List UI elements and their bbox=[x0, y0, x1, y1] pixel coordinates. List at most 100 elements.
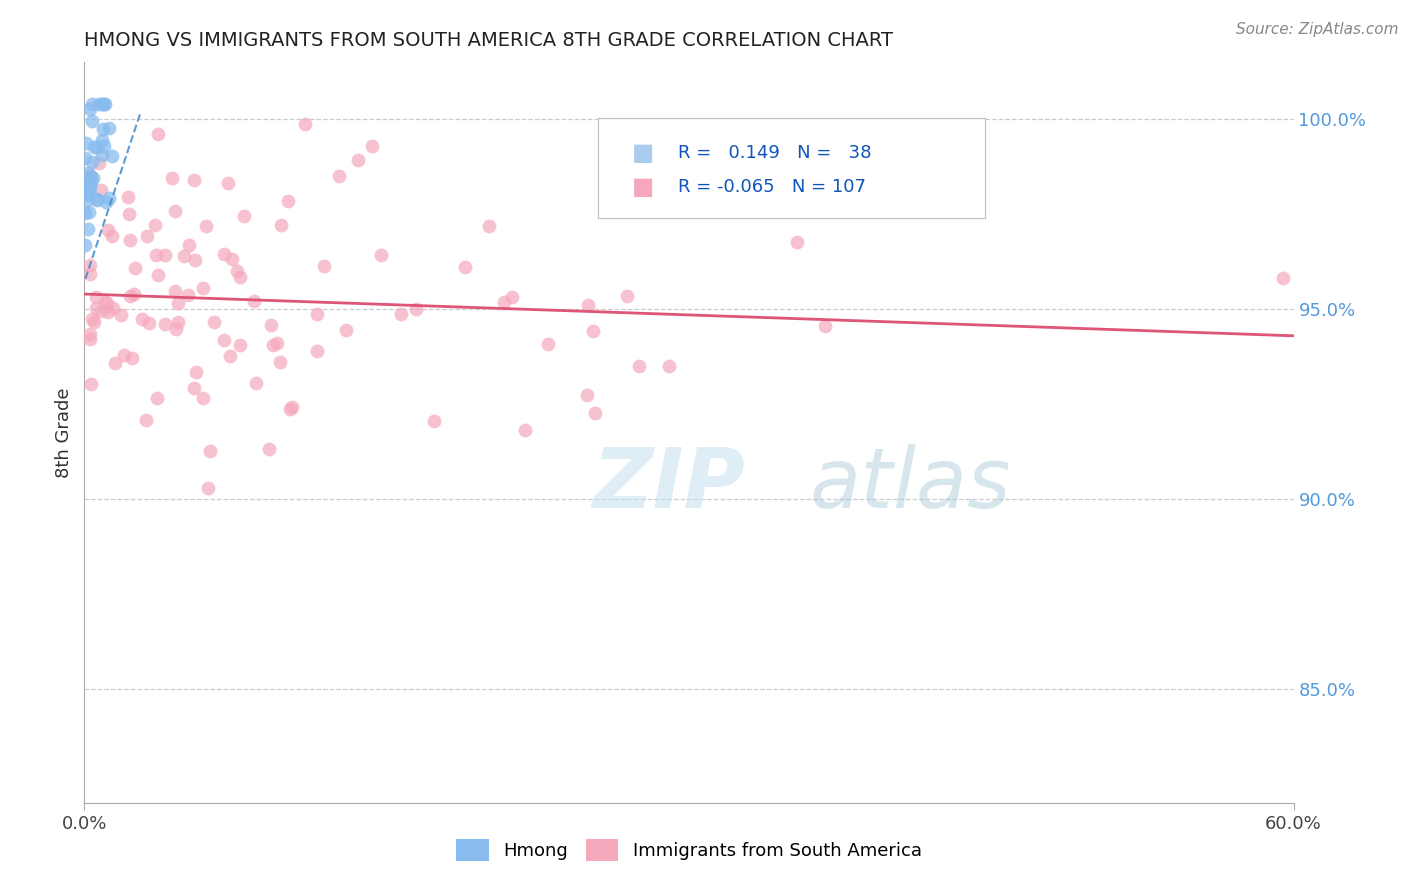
Point bbox=[146, 392, 169, 406]
Point bbox=[79, 258, 101, 272]
Point bbox=[305, 307, 328, 321]
Point bbox=[173, 249, 195, 263]
Point bbox=[124, 261, 146, 276]
Point bbox=[165, 203, 187, 218]
Point bbox=[814, 319, 837, 334]
Point bbox=[96, 295, 118, 310]
Text: ZIP: ZIP bbox=[592, 444, 745, 525]
Point bbox=[90, 183, 112, 197]
Legend: Hmong, Immigrants from South America: Hmong, Immigrants from South America bbox=[449, 831, 929, 868]
Point bbox=[183, 173, 205, 187]
Point bbox=[583, 406, 606, 420]
Point bbox=[146, 268, 169, 283]
Point bbox=[221, 252, 243, 267]
Point bbox=[87, 97, 110, 112]
Point bbox=[73, 151, 96, 165]
Point bbox=[76, 222, 98, 236]
Point bbox=[94, 97, 117, 112]
Point bbox=[118, 289, 141, 303]
Text: R = -0.065   N = 107: R = -0.065 N = 107 bbox=[678, 178, 866, 195]
Point bbox=[405, 301, 427, 316]
Point bbox=[80, 154, 103, 169]
Point bbox=[79, 168, 101, 182]
Point bbox=[79, 376, 101, 391]
Point bbox=[84, 291, 107, 305]
Point bbox=[177, 288, 200, 302]
Point bbox=[77, 183, 100, 197]
Point bbox=[86, 193, 108, 207]
Point bbox=[80, 97, 103, 112]
Point bbox=[80, 170, 103, 185]
Point bbox=[163, 284, 186, 298]
Point bbox=[76, 170, 98, 185]
Point bbox=[145, 247, 167, 261]
Point bbox=[179, 238, 201, 252]
Point bbox=[219, 350, 242, 364]
Text: atlas: atlas bbox=[810, 444, 1011, 525]
Point bbox=[200, 444, 222, 458]
Point bbox=[262, 337, 284, 351]
Point bbox=[146, 127, 169, 141]
Point bbox=[389, 307, 412, 321]
Point bbox=[93, 139, 115, 153]
FancyBboxPatch shape bbox=[599, 118, 986, 218]
Point bbox=[138, 317, 160, 331]
Point bbox=[118, 233, 141, 247]
Point bbox=[423, 413, 446, 427]
Point bbox=[165, 321, 187, 335]
Point bbox=[153, 248, 176, 262]
Point bbox=[89, 156, 111, 170]
Point bbox=[229, 270, 252, 285]
Point bbox=[135, 413, 157, 427]
Point bbox=[278, 402, 301, 417]
Point bbox=[121, 351, 143, 366]
Point bbox=[73, 238, 96, 252]
Point bbox=[245, 376, 267, 390]
Point bbox=[94, 295, 117, 310]
Point bbox=[616, 289, 638, 303]
Point bbox=[79, 179, 101, 194]
Text: HMONG VS IMMIGRANTS FROM SOUTH AMERICA 8TH GRADE CORRELATION CHART: HMONG VS IMMIGRANTS FROM SOUTH AMERICA 8… bbox=[84, 30, 893, 50]
Point bbox=[786, 235, 808, 250]
Point bbox=[576, 298, 599, 312]
Point bbox=[83, 140, 105, 154]
Text: ■: ■ bbox=[633, 175, 654, 199]
Point bbox=[101, 149, 124, 163]
Point bbox=[335, 323, 357, 337]
Point bbox=[80, 176, 103, 190]
Point bbox=[75, 136, 97, 150]
Point bbox=[79, 267, 101, 281]
Point bbox=[98, 120, 121, 135]
Point bbox=[270, 219, 292, 233]
Point bbox=[86, 192, 108, 206]
Point bbox=[118, 207, 141, 221]
Point bbox=[104, 356, 127, 370]
Point bbox=[212, 333, 235, 347]
Point bbox=[260, 318, 283, 332]
Point bbox=[314, 259, 336, 273]
Point bbox=[281, 400, 304, 414]
Point bbox=[184, 365, 207, 379]
Point bbox=[91, 122, 114, 136]
Point bbox=[73, 183, 96, 197]
Point bbox=[79, 102, 101, 116]
Point bbox=[94, 194, 117, 209]
Point bbox=[82, 170, 104, 185]
Point bbox=[79, 205, 101, 219]
Point bbox=[143, 218, 166, 232]
Point bbox=[347, 153, 370, 167]
Point bbox=[328, 169, 350, 184]
Point bbox=[212, 247, 235, 261]
Point bbox=[269, 355, 291, 369]
Point bbox=[515, 423, 537, 437]
Point bbox=[77, 183, 100, 197]
Point bbox=[93, 97, 115, 112]
Point bbox=[79, 326, 101, 341]
Point bbox=[167, 315, 190, 329]
Point bbox=[97, 191, 120, 205]
Point bbox=[101, 301, 124, 315]
Point bbox=[217, 176, 239, 190]
Point bbox=[90, 133, 112, 147]
Text: Source: ZipAtlas.com: Source: ZipAtlas.com bbox=[1236, 22, 1399, 37]
Point bbox=[257, 442, 280, 456]
